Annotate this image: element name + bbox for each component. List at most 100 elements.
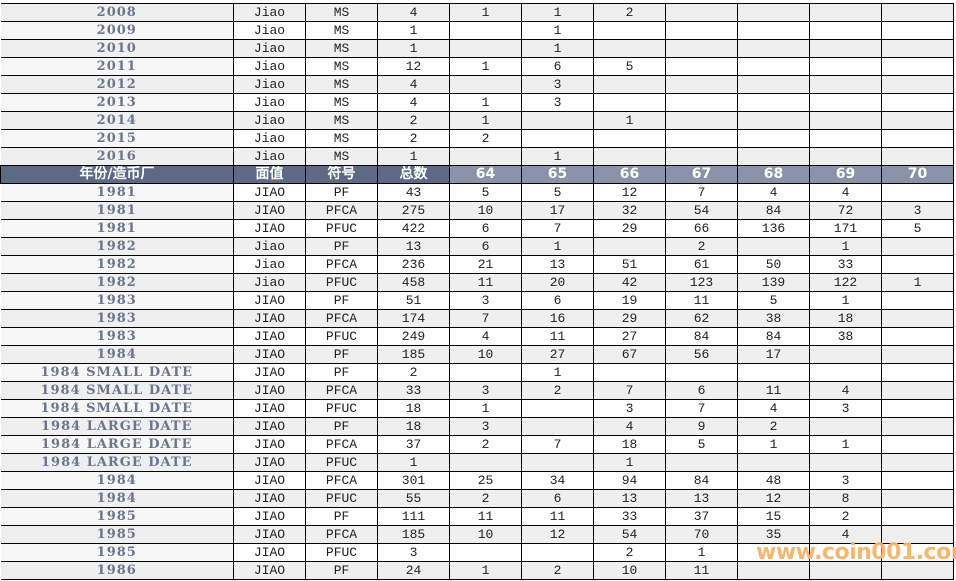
- cell-denom[interactable]: JIAO: [233, 561, 306, 580]
- cell-g68[interactable]: 17: [737, 345, 810, 364]
- cell-g65[interactable]: 1: [521, 3, 594, 22]
- cell-g65[interactable]: 3: [521, 75, 594, 94]
- cell-g68[interactable]: 50: [737, 255, 810, 274]
- cell-g67[interactable]: [665, 39, 738, 58]
- cell-g66[interactable]: 29: [593, 219, 666, 238]
- cell-symbol[interactable]: PF: [305, 561, 378, 580]
- cell-g64[interactable]: 1: [449, 3, 522, 22]
- cell-g64[interactable]: [449, 39, 522, 58]
- cell-total[interactable]: 4: [377, 3, 450, 22]
- cell-g64[interactable]: 2: [449, 435, 522, 454]
- cell-g68[interactable]: [737, 237, 810, 256]
- cell-g65[interactable]: 34: [521, 471, 594, 490]
- cell-g67[interactable]: 1: [665, 543, 738, 562]
- cell-total[interactable]: 185: [377, 345, 450, 364]
- cell-g66[interactable]: 7: [593, 381, 666, 400]
- cell-year[interactable]: 1982: [0, 237, 234, 256]
- cell-g69[interactable]: 33: [809, 255, 882, 274]
- cell-denom[interactable]: JIAO: [233, 381, 306, 400]
- cell-g66[interactable]: 3: [593, 399, 666, 418]
- cell-g70[interactable]: [881, 57, 954, 76]
- cell-symbol[interactable]: PFUC: [305, 399, 378, 418]
- cell-denom[interactable]: JIAO: [233, 525, 306, 544]
- cell-g64[interactable]: 3: [449, 381, 522, 400]
- cell-g68[interactable]: [737, 561, 810, 580]
- cell-symbol[interactable]: PFCA: [305, 471, 378, 490]
- cell-g69[interactable]: [809, 3, 882, 22]
- cell-g70[interactable]: [881, 363, 954, 382]
- cell-g69[interactable]: 4: [809, 525, 882, 544]
- cell-g67[interactable]: 13: [665, 489, 738, 508]
- cell-denom[interactable]: JIAO: [233, 183, 306, 202]
- cell-g67[interactable]: 84: [665, 327, 738, 346]
- cell-symbol[interactable]: PFUC: [305, 273, 378, 292]
- cell-g69[interactable]: 18: [809, 309, 882, 328]
- cell-g70[interactable]: [881, 75, 954, 94]
- cell-g67[interactable]: 6: [665, 381, 738, 400]
- cell-g68[interactable]: 84: [737, 201, 810, 220]
- cell-denom[interactable]: Jiao: [233, 147, 306, 166]
- cell-total[interactable]: 43: [377, 183, 450, 202]
- cell-denom[interactable]: Jiao: [233, 93, 306, 112]
- cell-symbol[interactable]: PF: [305, 417, 378, 436]
- cell-g66[interactable]: 51: [593, 255, 666, 274]
- cell-symbol[interactable]: PFUC: [305, 453, 378, 472]
- cell-total[interactable]: 3: [377, 543, 450, 562]
- header-year[interactable]: 年份/造币厂: [0, 165, 234, 184]
- cell-symbol[interactable]: PF: [305, 363, 378, 382]
- cell-g64[interactable]: 6: [449, 219, 522, 238]
- cell-total[interactable]: 2: [377, 129, 450, 148]
- cell-g67[interactable]: [665, 3, 738, 22]
- cell-total[interactable]: 185: [377, 525, 450, 544]
- cell-year[interactable]: 1984 LARGE DATE: [0, 435, 234, 454]
- cell-denom[interactable]: JIAO: [233, 219, 306, 238]
- cell-g70[interactable]: [881, 237, 954, 256]
- cell-g70[interactable]: [881, 381, 954, 400]
- cell-g69[interactable]: 4: [809, 183, 882, 202]
- cell-year[interactable]: 1986: [0, 561, 234, 580]
- cell-symbol[interactable]: PFUC: [305, 327, 378, 346]
- cell-g69[interactable]: [809, 453, 882, 472]
- cell-year[interactable]: 1981: [0, 219, 234, 238]
- cell-g68[interactable]: [737, 147, 810, 166]
- cell-g66[interactable]: [593, 129, 666, 148]
- cell-g70[interactable]: [881, 21, 954, 40]
- cell-total[interactable]: 24: [377, 561, 450, 580]
- cell-symbol[interactable]: PF: [305, 345, 378, 364]
- cell-g69[interactable]: 1: [809, 237, 882, 256]
- cell-g65[interactable]: [521, 453, 594, 472]
- cell-denom[interactable]: Jiao: [233, 21, 306, 40]
- header-grade-66[interactable]: 66: [593, 165, 666, 184]
- cell-g64[interactable]: 21: [449, 255, 522, 274]
- cell-g69[interactable]: [809, 39, 882, 58]
- header-total[interactable]: 总数: [377, 165, 450, 184]
- cell-total[interactable]: 174: [377, 309, 450, 328]
- cell-g66[interactable]: 42: [593, 273, 666, 292]
- cell-year[interactable]: 1984: [0, 471, 234, 490]
- cell-g66[interactable]: 29: [593, 309, 666, 328]
- cell-total[interactable]: 236: [377, 255, 450, 274]
- cell-year[interactable]: 2013: [0, 93, 234, 112]
- cell-g68[interactable]: 4: [737, 399, 810, 418]
- cell-denom[interactable]: Jiao: [233, 39, 306, 58]
- cell-g68[interactable]: [737, 111, 810, 130]
- cell-g66[interactable]: [593, 93, 666, 112]
- cell-g68[interactable]: 38: [737, 309, 810, 328]
- cell-g64[interactable]: [449, 75, 522, 94]
- cell-year[interactable]: 1984: [0, 345, 234, 364]
- cell-g70[interactable]: [881, 129, 954, 148]
- cell-denom[interactable]: JIAO: [233, 417, 306, 436]
- cell-year[interactable]: 1985: [0, 525, 234, 544]
- cell-total[interactable]: 1: [377, 453, 450, 472]
- cell-denom[interactable]: JIAO: [233, 201, 306, 220]
- cell-g64[interactable]: 2: [449, 489, 522, 508]
- cell-g66[interactable]: [593, 147, 666, 166]
- cell-total[interactable]: 18: [377, 399, 450, 418]
- cell-g68[interactable]: 2: [737, 417, 810, 436]
- cell-year[interactable]: 2008: [0, 3, 234, 22]
- cell-total[interactable]: 301: [377, 471, 450, 490]
- cell-g67[interactable]: 62: [665, 309, 738, 328]
- cell-g65[interactable]: 1: [521, 237, 594, 256]
- cell-g66[interactable]: [593, 363, 666, 382]
- cell-g64[interactable]: 11: [449, 507, 522, 526]
